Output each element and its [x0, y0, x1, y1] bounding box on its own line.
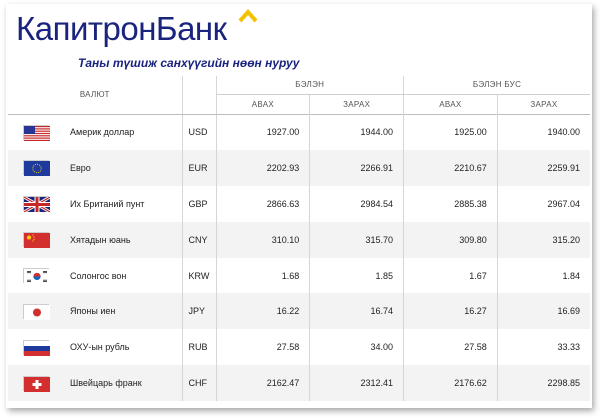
noncash-sell-rate: 16.69: [496, 293, 590, 330]
currency-name: Японы иен: [64, 293, 182, 330]
currency-code: JPY: [181, 293, 216, 330]
noncash-sell-rate: 315.20: [496, 221, 590, 258]
currency-code: CHF: [181, 365, 216, 402]
cash-sell-header: ЗАРАХ: [309, 94, 404, 114]
noncash-buy-rate: 2176.62: [403, 365, 498, 402]
rate-row-eur: Евро EUR 2202.93 2266.91 2210.67 2259.91: [8, 149, 590, 186]
flag-cell: [8, 114, 64, 150]
rate-row-krw: Солонгос вон KRW 1.68 1.85 1.67 1.84: [8, 257, 590, 294]
rate-row-usd: Америк доллар USD 1927.00 1944.00 1925.00 194…: [8, 114, 590, 150]
cash-sell-rate: 315.70: [309, 221, 404, 258]
noncash-sell-rate: 1940.00: [496, 114, 590, 150]
cash-buy-rate: 2162.47: [215, 365, 310, 402]
cash-buy-rate: 1.68: [215, 257, 310, 294]
currency-name: Евро: [64, 149, 182, 186]
currency-code: USD: [181, 114, 216, 150]
cn-flag-icon: [23, 232, 50, 249]
cash-sell-rate: 2984.54: [309, 185, 404, 222]
rate-row-rub: ОХУ-ын рубль RUB 27.58 34.00 27.58 33.33: [8, 329, 590, 366]
cash-buy-rate: 27.58: [215, 329, 310, 366]
noncash-buy-rate: 1.67: [403, 257, 498, 294]
noncash-buy-header: АВАХ: [403, 94, 498, 114]
gb-flag-icon: [23, 195, 51, 214]
rate-row-cny: Хятадын юань CNY 310.10 315.70 309.80 315.20: [8, 221, 590, 258]
cash-sell-rate: 1944.00: [309, 114, 404, 150]
rate-row-gbp: Их Британий пунт GBP 2866.63 2984.54 2885.38…: [8, 185, 590, 222]
code-header: [181, 76, 216, 115]
ch-flag-icon: [23, 375, 50, 392]
currency-code: KRW: [181, 257, 216, 294]
exchange-rate-table: ВАЛЮТ БЭЛЭН БЭЛЭН БУС АВАХ ЗАРАХ АВАХ ЗА…: [8, 76, 590, 402]
noncash-sell-rate: 2298.85: [496, 365, 590, 402]
noncash-sell-header: ЗАРАХ: [496, 94, 590, 114]
currency-name: Солонгос вон: [64, 257, 182, 294]
flag-cell: [8, 329, 64, 366]
us-flag-icon: [23, 124, 50, 141]
ru-flag-icon: [23, 339, 50, 356]
noncash-buy-rate: 309.80: [403, 221, 498, 258]
noncash-buy-rate: 2885.38: [403, 185, 498, 222]
kr-flag-icon: [23, 268, 50, 284]
currency-name: ОХУ-ын рубль: [64, 329, 182, 366]
rate-row-jpy: Японы иен JPY 16.22 16.74 16.27 16.69: [8, 293, 590, 330]
cash-header: БЭЛЭН: [215, 76, 404, 95]
caret-icon: [238, 8, 258, 23]
noncash-sell-rate: 33.33: [496, 329, 590, 366]
flag-cell: [8, 149, 64, 186]
flag-cell: [8, 365, 64, 402]
flag-cell: [8, 293, 64, 330]
currency-code: RUB: [181, 329, 216, 366]
cash-sell-rate: 34.00: [309, 329, 404, 366]
bank-logo: КапитронБанк Таны түшиж санхүүгийн нөөн …: [12, 6, 299, 70]
noncash-buy-rate: 1925.00: [403, 114, 498, 150]
currency-name: Хятадын юань: [64, 221, 182, 258]
noncash-sell-rate: 2967.04: [496, 185, 590, 222]
cash-buy-rate: 1927.00: [215, 114, 310, 150]
currency-code: CNY: [181, 221, 216, 258]
cash-buy-rate: 2866.63: [215, 185, 310, 222]
bank-tagline: Таны түшиж санхүүгийн нөөн нуруу: [78, 56, 300, 70]
noncash-sell-rate: 2259.91: [496, 149, 590, 186]
cash-sell-rate: 16.74: [309, 293, 404, 330]
noncash-buy-rate: 27.58: [403, 329, 498, 366]
rate-row-chf: Швейцарь франк CHF 2162.47 2312.41 2176.62 22…: [8, 365, 590, 402]
noncash-buy-rate: 16.27: [403, 293, 498, 330]
flag-cell: [8, 221, 64, 258]
cash-sell-rate: 2266.91: [309, 149, 404, 186]
cash-buy-rate: 310.10: [215, 221, 310, 258]
cash-buy-header: АВАХ: [215, 94, 310, 114]
cash-sell-rate: 2312.41: [309, 365, 404, 402]
noncash-header: БЭЛЭН БУС: [403, 76, 590, 95]
header-row-groups: ВАЛЮТ БЭЛЭН БЭЛЭН БУС: [8, 76, 590, 115]
eu-flag-icon: [23, 160, 50, 177]
header: КапитронБанк Таны түшиж санхүүгийн нөөн …: [6, 4, 592, 72]
currency-code: EUR: [181, 149, 216, 186]
noncash-buy-rate: 2210.67: [403, 149, 498, 186]
cash-sell-rate: 1.85: [309, 257, 404, 294]
flag-cell: [8, 257, 64, 294]
currency-name: Америк доллар: [64, 114, 182, 150]
cash-buy-rate: 16.22: [215, 293, 310, 330]
header-row-columns: АВАХ ЗАРАХ АВАХ ЗАРАХ: [8, 94, 590, 114]
currency-code: GBP: [181, 185, 216, 222]
currency-header: ВАЛЮТ: [8, 76, 182, 115]
noncash-sell-rate: 1.84: [496, 257, 590, 294]
rates-widget: КапитронБанк Таны түшиж санхүүгийн нөөн …: [6, 4, 592, 408]
currency-name: Швейцарь франк: [64, 365, 182, 402]
cash-buy-rate: 2202.93: [215, 149, 310, 186]
jp-flag-icon: [23, 303, 50, 320]
flag-cell: [8, 185, 64, 222]
bank-name: КапитронБанк: [16, 10, 227, 47]
currency-name: Их Британий пунт: [64, 185, 182, 222]
